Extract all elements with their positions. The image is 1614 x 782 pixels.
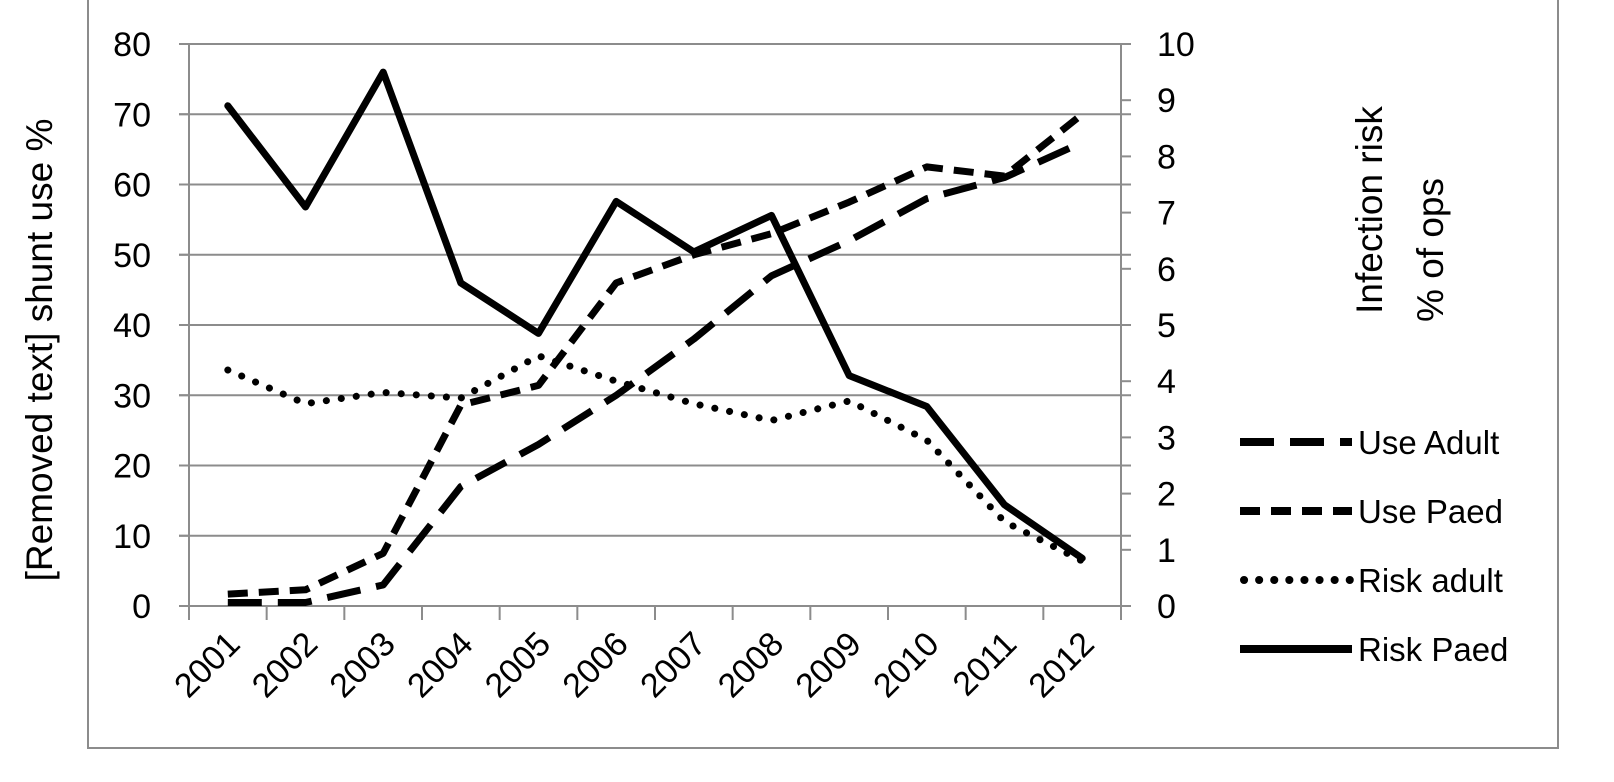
y2-tick-label: 4: [1157, 363, 1176, 401]
y-tick-label: 0: [132, 588, 151, 626]
y2-tick-label: 5: [1157, 307, 1176, 345]
y2-axis-title: Infection risk % of ops: [1349, 106, 1451, 322]
series-layer: [224, 68, 1086, 606]
series-line-risk-paed: [224, 68, 1086, 562]
y-tick-label: 70: [113, 96, 151, 134]
axes: [179, 43, 1131, 620]
legend-label-risk-paed: Risk Paed: [1358, 631, 1508, 668]
y2-axis-title-line2: % of ops: [1410, 178, 1451, 322]
chart-frame: [87, 0, 1559, 749]
legend: Use Adult Use Paed Risk adult Risk Paed: [1240, 424, 1508, 668]
legend-label-use-paed: Use Paed: [1358, 493, 1503, 530]
y-tick-label: 20: [113, 448, 151, 486]
y2-tick-label: 6: [1157, 251, 1176, 289]
y-tick-label: 40: [113, 307, 151, 345]
y-tick-label: 50: [113, 237, 151, 275]
legend-label-use-adult: Use Adult: [1358, 424, 1499, 461]
y2-axis-title-line1: Infection risk: [1349, 106, 1390, 314]
y2-tick-label: 7: [1157, 195, 1176, 233]
y-tick-label: 80: [113, 26, 151, 64]
series-line-use-adult: [227, 139, 1084, 606]
y-tick-label: 30: [113, 377, 151, 415]
y2-tick-label: 3: [1157, 419, 1176, 457]
legend-label-risk-adult: Risk adult: [1358, 562, 1503, 599]
y-tick-label: 10: [113, 518, 151, 556]
y-axis-title: [Removed text] shunt use %: [19, 119, 60, 582]
y2-tick-label: 10: [1157, 26, 1195, 64]
y2-tick-label: 0: [1157, 588, 1176, 626]
series-line-use-paed: [227, 111, 1085, 598]
y2-tick-label: 2: [1157, 476, 1176, 514]
y2-tick-label: 9: [1157, 82, 1176, 120]
y-tick-label: 60: [113, 167, 151, 205]
y2-tick-label: 8: [1157, 138, 1176, 176]
y2-tick-label: 1: [1157, 532, 1176, 570]
series-line-risk-adult: [224, 352, 1086, 565]
